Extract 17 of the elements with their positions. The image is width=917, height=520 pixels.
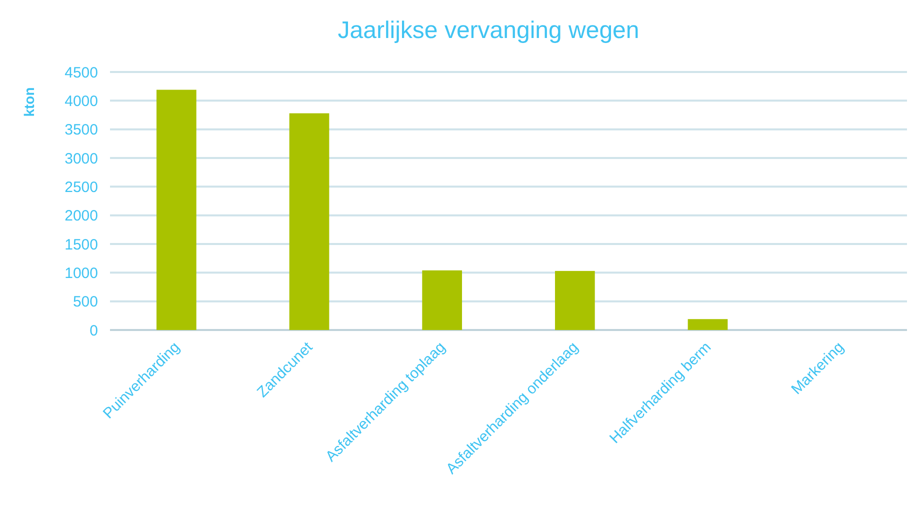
bar xyxy=(554,270,595,330)
y-tick-label: 4000 xyxy=(64,92,98,110)
chart-title: Jaarlijkse vervanging wegen xyxy=(338,17,640,44)
y-tick-label: 2500 xyxy=(64,178,98,196)
y-tick-label: 0 xyxy=(90,322,98,340)
bar xyxy=(688,319,728,330)
y-tick-label: 3000 xyxy=(64,150,98,168)
y-tick-label: 1000 xyxy=(64,264,98,282)
bar xyxy=(156,90,196,330)
y-tick-label: 4500 xyxy=(64,64,98,82)
y-tick-label: 3500 xyxy=(64,122,98,139)
y-tick-label: 2000 xyxy=(64,208,98,225)
bar xyxy=(422,270,462,330)
y-axis-title: kton xyxy=(21,87,37,117)
y-tick-label: 1500 xyxy=(64,236,98,254)
bar xyxy=(289,113,330,330)
y-tick-label: 500 xyxy=(72,294,98,311)
